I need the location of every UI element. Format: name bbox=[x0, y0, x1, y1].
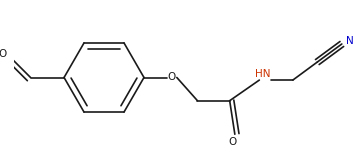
Text: N: N bbox=[346, 36, 353, 46]
Text: O: O bbox=[228, 137, 236, 147]
Text: O: O bbox=[167, 73, 176, 82]
Text: HN: HN bbox=[256, 69, 271, 79]
Text: O: O bbox=[0, 49, 7, 59]
